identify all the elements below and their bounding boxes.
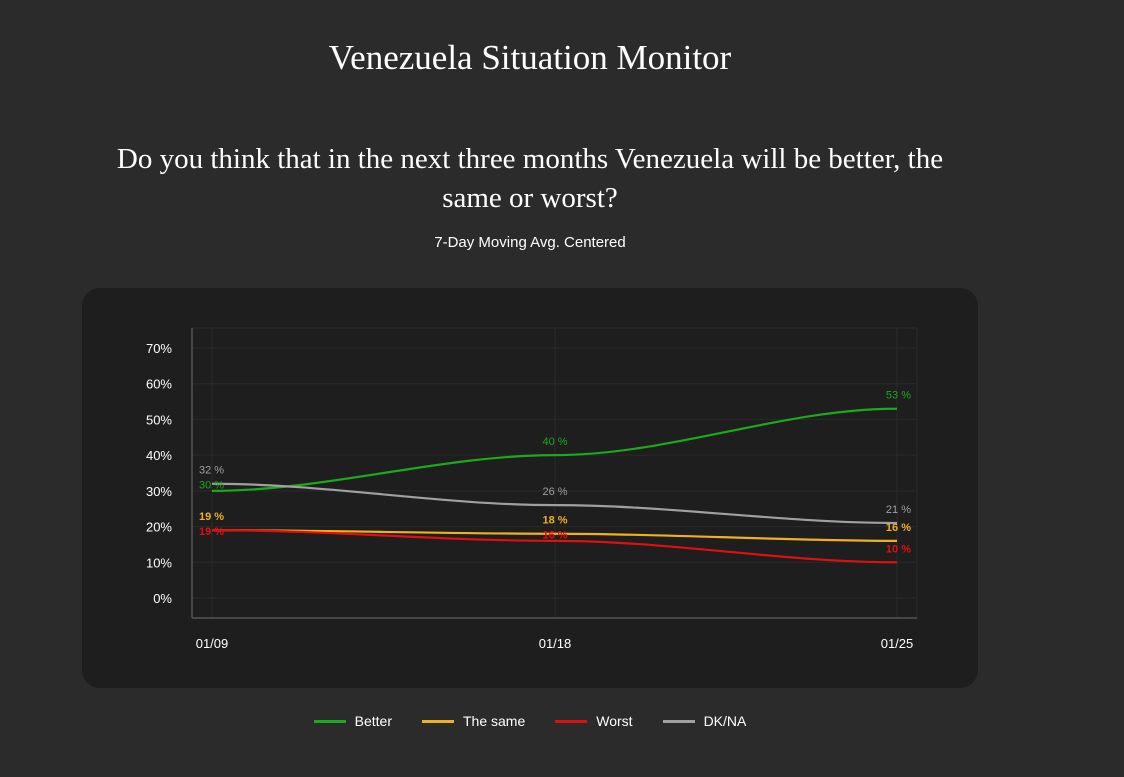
chart-card — [82, 288, 978, 688]
y-tick-label: 70% — [146, 341, 172, 356]
legend-item[interactable]: Worst — [555, 713, 633, 729]
x-tick-label: 01/18 — [539, 636, 572, 651]
data-label: 18 % — [542, 515, 567, 527]
data-label: 26 % — [542, 486, 567, 498]
question-heading: Do you think that in the next three mont… — [116, 143, 944, 214]
y-tick-label: 10% — [146, 555, 172, 570]
legend-item[interactable]: Better — [313, 713, 392, 729]
x-tick-label: 01/25 — [881, 636, 914, 651]
data-label: 53 % — [886, 390, 911, 402]
legend-swatch — [313, 719, 346, 723]
series-line-dk-na — [211, 482, 898, 525]
legend-label: The same — [463, 713, 526, 729]
data-label: 21 % — [886, 504, 911, 516]
series-line-worst — [211, 529, 898, 564]
legend-swatch — [555, 719, 588, 723]
legend-label: DK/NA — [703, 713, 747, 729]
data-label: 40 % — [542, 436, 567, 448]
legend-item[interactable]: DK/NA — [662, 713, 747, 729]
y-tick-label: 30% — [146, 484, 172, 499]
page-title: Venezuela Situation Monitor — [328, 38, 732, 77]
chart-subtitle: 7-Day Moving Avg. Centered — [434, 234, 626, 251]
legend-label: Better — [354, 713, 392, 729]
data-label: 16 % — [542, 530, 567, 542]
x-tick-label: 01/09 — [196, 636, 229, 651]
legend-swatch — [422, 719, 454, 723]
series-line-better — [211, 407, 898, 492]
data-label: 19 % — [199, 511, 224, 523]
data-label: 10 % — [886, 543, 911, 555]
y-tick-label: 60% — [146, 377, 172, 392]
chart-legend: Better The same Worst DK/NA — [0, 713, 1060, 729]
y-tick-label: 40% — [146, 448, 172, 463]
y-tick-label: 50% — [146, 412, 172, 427]
legend-item[interactable]: The same — [422, 713, 525, 729]
data-label: 19 % — [199, 526, 224, 538]
data-label: 32 % — [199, 465, 224, 477]
data-label: 30 % — [199, 480, 224, 492]
y-tick-label: 0% — [153, 591, 172, 606]
y-tick-label: 20% — [146, 520, 172, 535]
legend-label: Worst — [596, 713, 633, 729]
legend-swatch — [662, 719, 695, 723]
series-line-the-same — [211, 529, 898, 542]
data-label: 16 % — [886, 522, 911, 534]
